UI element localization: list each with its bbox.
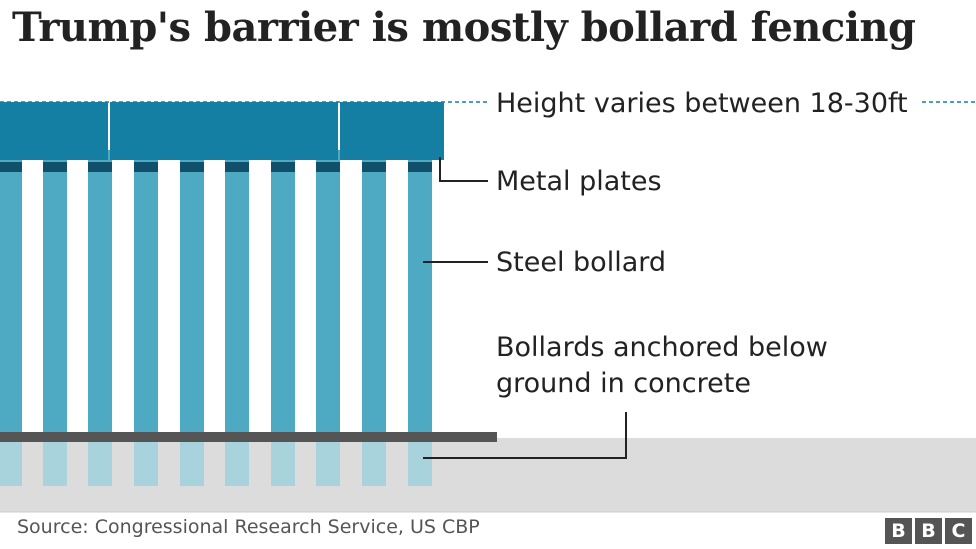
bbc-logo-letter: B bbox=[915, 518, 942, 544]
metal-plates-leader bbox=[439, 157, 488, 182]
bbc-logo: B B C bbox=[885, 518, 972, 544]
bollard-cap bbox=[225, 162, 249, 172]
below-ground-bollards bbox=[0, 442, 432, 486]
steel-bollard bbox=[316, 150, 340, 433]
steel-bollard bbox=[271, 150, 295, 433]
steel-bollard bbox=[134, 150, 158, 433]
bollard-below-ground bbox=[362, 442, 386, 486]
height-label: Height varies between 18-30ft bbox=[496, 88, 908, 119]
anchored-label-line1: Bollards anchored below bbox=[496, 332, 828, 363]
metal-plate bbox=[0, 102, 108, 160]
bollard-cap bbox=[134, 162, 158, 172]
bollard-cap bbox=[408, 162, 432, 172]
ground-line bbox=[0, 432, 497, 442]
steel-bollard bbox=[362, 150, 386, 433]
steel-bollard bbox=[225, 150, 249, 433]
steel-bollard bbox=[88, 150, 112, 433]
bollard-below-ground bbox=[408, 442, 432, 486]
steel-bollard-label: Steel bollard bbox=[496, 247, 667, 278]
steel-bollard bbox=[180, 150, 204, 433]
bollard-cap bbox=[316, 162, 340, 172]
steel-bollards bbox=[0, 150, 432, 433]
source-note: Source: Congressional Research Service, … bbox=[17, 516, 480, 538]
bollard-cap bbox=[180, 162, 204, 172]
page-title: Trump's barrier is mostly bollard fencin… bbox=[12, 4, 916, 51]
anchored-label-line2: ground in concrete bbox=[496, 368, 751, 399]
bbc-logo-letter: B bbox=[885, 518, 912, 544]
bollard-cap bbox=[362, 162, 386, 172]
bollard-below-ground bbox=[88, 442, 112, 486]
bollard-cap bbox=[0, 162, 22, 172]
bollard-below-ground bbox=[316, 442, 340, 486]
metal-plate bbox=[110, 102, 338, 160]
ground-area bbox=[0, 438, 976, 512]
steel-bollard bbox=[43, 150, 67, 433]
bollard-below-ground bbox=[134, 442, 158, 486]
steel-bollard bbox=[408, 150, 432, 433]
steel-bollard bbox=[0, 150, 22, 433]
bollard-below-ground bbox=[0, 442, 22, 486]
anchored-leader bbox=[423, 412, 627, 459]
bollard-cap bbox=[88, 162, 112, 172]
bollard-below-ground bbox=[271, 442, 295, 486]
metal-plate bbox=[340, 102, 444, 160]
bollard-below-ground bbox=[43, 442, 67, 486]
bollard-below-ground bbox=[180, 442, 204, 486]
metal-plates bbox=[0, 102, 444, 160]
metal-plates-label: Metal plates bbox=[496, 166, 662, 197]
bollard-below-ground bbox=[225, 442, 249, 486]
bollard-cap bbox=[43, 162, 67, 172]
bbc-logo-letter: C bbox=[945, 518, 972, 544]
bollard-cap bbox=[271, 162, 295, 172]
